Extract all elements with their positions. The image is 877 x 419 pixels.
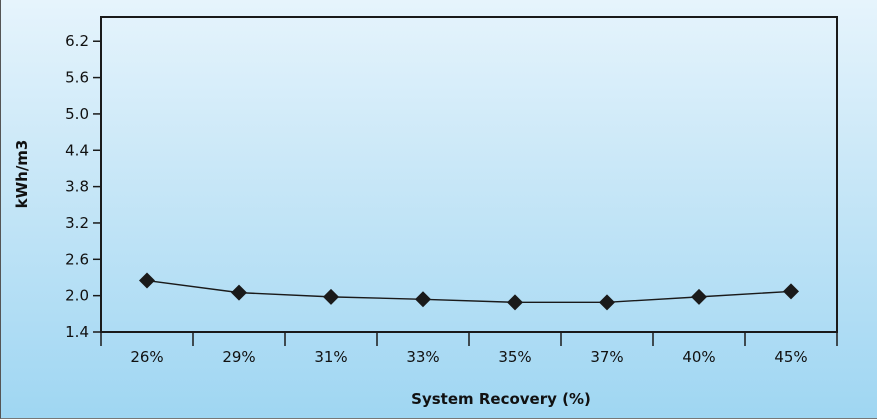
data-point-diamond xyxy=(323,288,339,305)
y-tick-label: 3.8 xyxy=(65,178,89,196)
y-tick-label: 2.0 xyxy=(65,287,89,305)
series-layer xyxy=(139,272,799,311)
series-line xyxy=(146,279,792,304)
plot-area-frame xyxy=(100,16,838,333)
x-tick-label: 37% xyxy=(590,348,623,366)
y-tick-label: 5.6 xyxy=(65,69,89,87)
y-axis-title: kWh/m3 xyxy=(13,140,31,209)
x-axis-title: System Recovery (%) xyxy=(411,390,591,408)
data-point-diamond xyxy=(415,291,431,308)
x-tick-label: 31% xyxy=(314,348,347,366)
data-point-diamond xyxy=(783,283,799,300)
data-point-diamond xyxy=(231,284,247,301)
y-tick-label: 6.2 xyxy=(65,32,89,50)
y-tick-label: 4.4 xyxy=(65,141,89,159)
y-tick-label: 3.2 xyxy=(65,214,89,232)
y-tick-label: 2.6 xyxy=(65,250,89,268)
x-tick-label: 40% xyxy=(682,348,715,366)
y-axis-ticks: 1.4 2.0 2.6 3.2 3.8 4.4 5.0 5.6 6.2 xyxy=(65,32,101,341)
data-point-diamond xyxy=(507,294,523,311)
data-point-diamond xyxy=(691,288,707,305)
data-point-diamond xyxy=(599,294,615,311)
x-axis-ticks: 26% 29% 31% 33% 35% 37% 40% 45% xyxy=(100,332,838,366)
x-tick-label: 35% xyxy=(498,348,531,366)
x-tick-label: 45% xyxy=(774,348,807,366)
x-tick-label: 26% xyxy=(130,348,163,366)
y-tick-label: 5.0 xyxy=(65,105,89,123)
y-tick-label: 1.4 xyxy=(65,323,89,341)
data-point-diamond xyxy=(139,272,155,289)
x-tick-label: 29% xyxy=(222,348,255,366)
x-tick-label: 33% xyxy=(406,348,439,366)
